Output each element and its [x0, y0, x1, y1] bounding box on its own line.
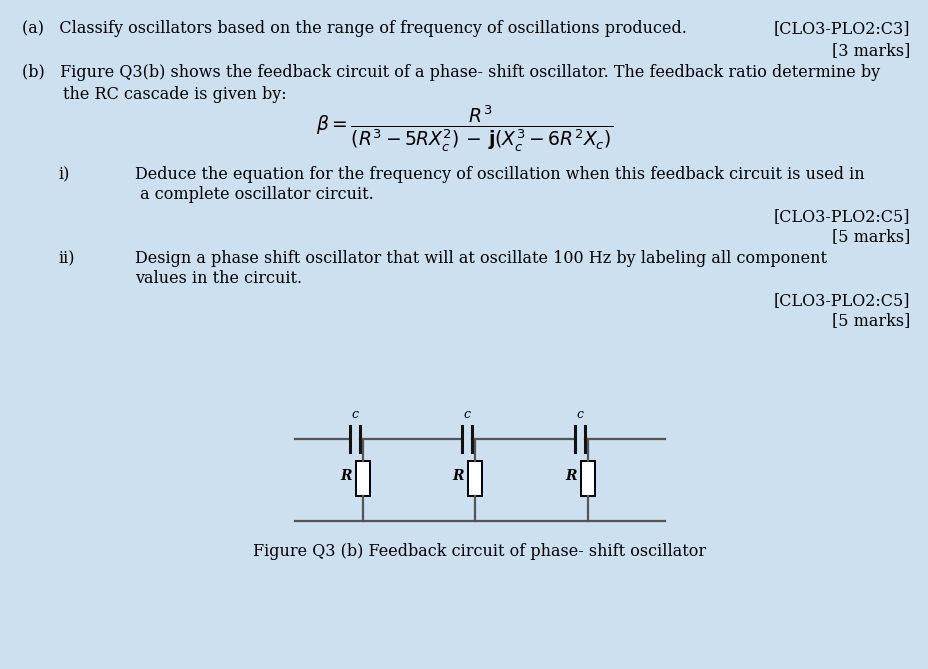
Text: [CLO3-PLO2:C3]: [CLO3-PLO2:C3]: [773, 20, 909, 37]
Text: values in the circuit.: values in the circuit.: [135, 270, 302, 287]
Text: Deduce the equation for the frequency of oscillation when this feedback circuit : Deduce the equation for the frequency of…: [135, 166, 864, 183]
Text: a complete oscillator circuit.: a complete oscillator circuit.: [135, 186, 373, 203]
Text: Design a phase shift oscillator that will at oscillate 100 Hz by labeling all co: Design a phase shift oscillator that wil…: [135, 250, 826, 267]
Text: [CLO3-PLO2:C5]: [CLO3-PLO2:C5]: [773, 208, 909, 225]
Text: c: c: [351, 408, 358, 421]
Text: (a)   Classify oscillators based on the range of frequency of oscillations produ: (a) Classify oscillators based on the ra…: [22, 20, 686, 37]
Text: the RC cascade is given by:: the RC cascade is given by:: [22, 86, 287, 103]
Text: $\beta = \dfrac{R^{3}}{(R^{3}-5RX_{c}^{2})\,-\,\mathbf{j}(X_{c}^{3}-6R^{2}X_{c}): $\beta = \dfrac{R^{3}}{(R^{3}-5RX_{c}^{2…: [316, 104, 612, 155]
Text: R: R: [452, 469, 463, 483]
Text: [CLO3-PLO2:C5]: [CLO3-PLO2:C5]: [773, 292, 909, 309]
Text: [5 marks]: [5 marks]: [831, 312, 909, 329]
Text: c: c: [463, 408, 470, 421]
Text: i): i): [58, 166, 70, 183]
Bar: [580, 460, 594, 496]
Text: R: R: [341, 469, 352, 483]
Text: [5 marks]: [5 marks]: [831, 228, 909, 245]
Text: Figure Q3 (b) Feedback circuit of phase- shift oscillator: Figure Q3 (b) Feedback circuit of phase-…: [253, 543, 706, 560]
Bar: [355, 460, 369, 496]
Text: (b)   Figure Q3(b) shows the feedback circuit of a phase- shift oscillator. The : (b) Figure Q3(b) shows the feedback circ…: [22, 64, 879, 81]
Text: [3 marks]: [3 marks]: [831, 42, 909, 59]
Text: R: R: [565, 469, 576, 483]
Text: c: c: [576, 408, 583, 421]
Bar: [468, 460, 482, 496]
Text: ii): ii): [58, 250, 74, 267]
